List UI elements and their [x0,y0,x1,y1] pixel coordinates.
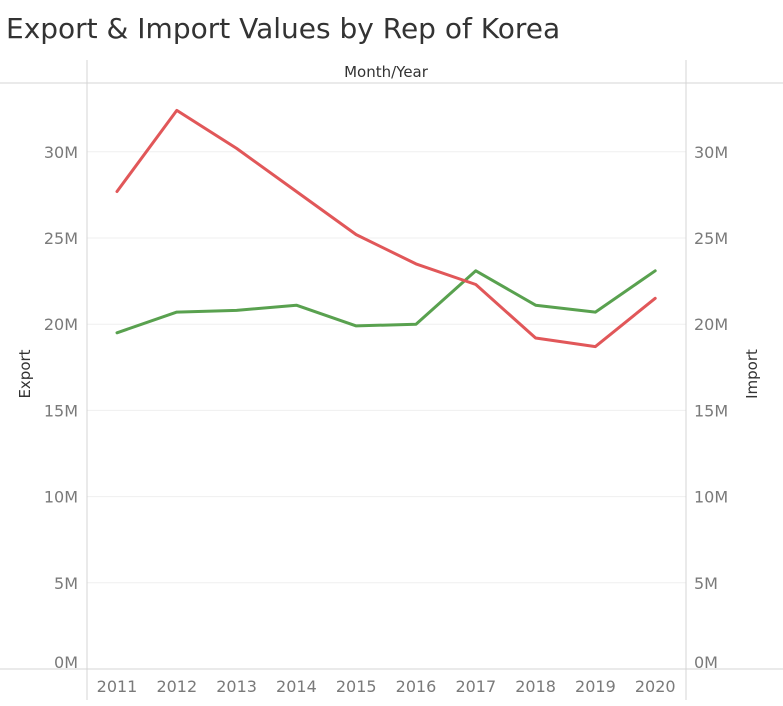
export-series-line [115,269,657,335]
y-tick-right: 0M [694,653,718,672]
y-tick-left: 10M [44,488,78,507]
x-tick-label: 2012 [156,677,197,696]
y-tick-left: 0M [54,653,78,672]
x-tick-label: 2013 [216,677,257,696]
x-tick-label: 2018 [515,677,556,696]
y-tick-right: 10M [694,488,728,507]
x-tick-label: 2016 [396,677,437,696]
y-tick-right: 25M [694,229,728,248]
x-axis-ticks: 2011 2012 2013 2014 2015 2016 2017 2018 2019 2020 [97,677,676,696]
y-axis-right-title: Import [743,349,761,399]
y-tick-right: 30M [694,143,728,162]
chart-title: Export & Import Values by Rep of Korea [6,12,561,45]
y-tick-left: 30M [44,143,78,162]
import-series-line [115,108,657,349]
y-axis-left-title: Export [16,349,34,398]
x-tick-label: 2020 [635,677,676,696]
y-tick-right: 20M [694,315,728,334]
y-tick-left: 25M [44,229,78,248]
y-tick-left: 15M [44,401,78,420]
x-tick-label: 2017 [455,677,496,696]
y-tick-right: 15M [694,401,728,420]
y-tick-left: 5M [54,574,78,593]
plot-frame [0,60,783,700]
x-tick-label: 2011 [97,677,138,696]
x-tick-label: 2019 [575,677,616,696]
x-tick-label: 2015 [336,677,377,696]
x-axis-title: Month/Year [344,63,429,81]
y-tick-left: 20M [44,315,78,334]
y-axis-right-ticks: 0M 5M 10M 15M 20M 25M 30M [694,143,728,672]
y-axis-left-ticks: 0M 5M 10M 15M 20M 25M 30M [44,143,78,672]
x-tick-label: 2014 [276,677,317,696]
y-tick-right: 5M [694,574,718,593]
series-lines [115,108,657,349]
gridlines [87,151,686,584]
